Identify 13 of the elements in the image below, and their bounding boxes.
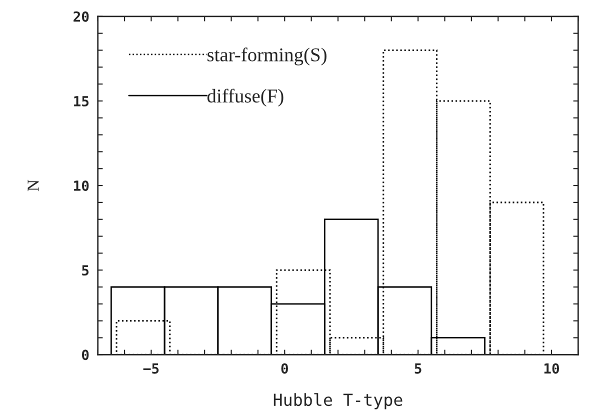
x-tick-label: 0 <box>281 363 288 374</box>
y-tick-label: 20 <box>74 11 89 22</box>
y-tick-label: 5 <box>82 265 89 276</box>
x-tick-label: 10 <box>544 363 560 374</box>
legend-label: diffuse(F) <box>207 88 284 107</box>
y-tick-label: 10 <box>74 180 89 191</box>
y-axis-title: N <box>28 180 39 192</box>
y-tick-label: 15 <box>74 96 89 106</box>
y-tick-label: 0 <box>82 350 89 360</box>
x-axis-title: Hubble T-type <box>274 393 402 410</box>
legend-label: star-forming(S) <box>208 48 326 66</box>
x-tick-label: −5 <box>143 363 159 374</box>
x-tick-label: 5 <box>414 363 422 374</box>
